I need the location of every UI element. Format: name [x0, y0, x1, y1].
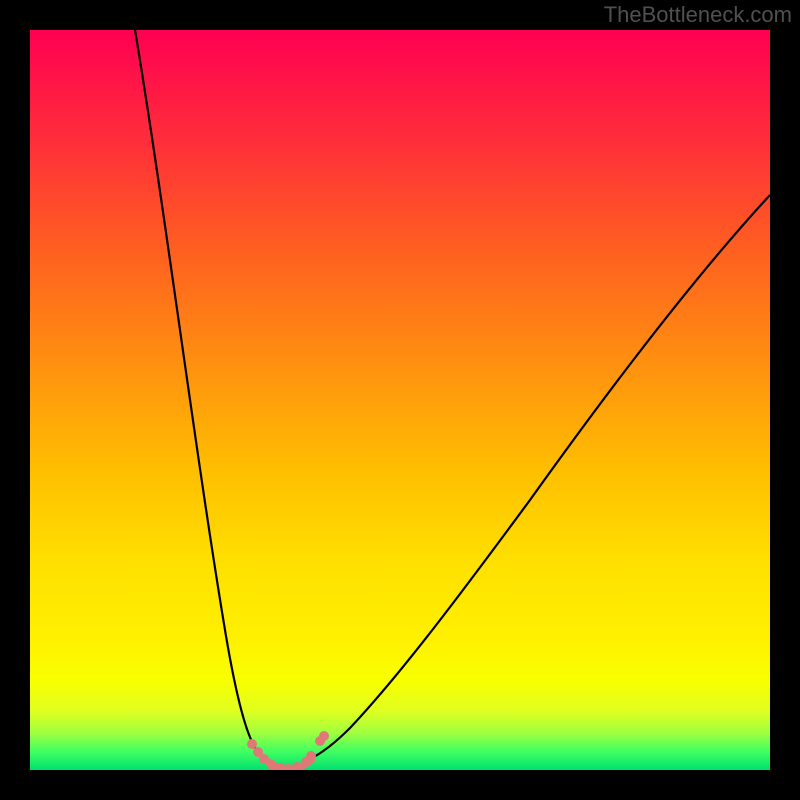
curve-right-branch	[310, 195, 770, 759]
bottleneck-curve	[30, 30, 770, 770]
chart-container: TheBottleneck.com	[0, 0, 800, 800]
watermark-text: TheBottleneck.com	[604, 2, 792, 28]
curve-left-branch	[135, 30, 264, 759]
curve-trough-dots	[247, 731, 329, 770]
plot-area	[30, 30, 770, 770]
